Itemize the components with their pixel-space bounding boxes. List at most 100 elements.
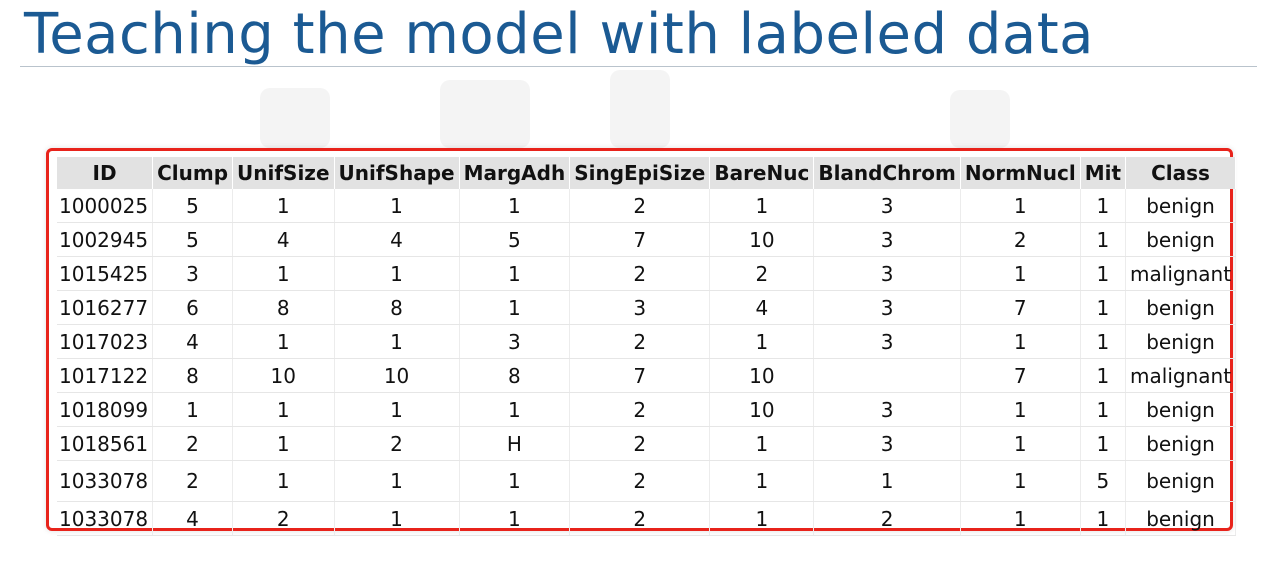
table-cell: 1 [459,290,571,325]
table-cell: 1 [459,189,571,223]
table-row: 1018561 2 1 2 H 2 1 3 1 1 benign [57,426,1237,461]
background-decoration [610,70,670,148]
table-cell: 2 [569,460,711,502]
table-cell: 1017023 [57,324,154,359]
table-cell: 10 [232,358,335,393]
background-decoration [950,90,1010,148]
table-cell: benign [1125,324,1237,359]
table-row: 1017122 8 10 10 8 7 10 7 1 malignant [57,358,1237,393]
table-cell: 1015425 [57,256,154,291]
table-cell: 1 [232,460,335,502]
table-cell: H [459,426,571,461]
table-cell: 2 [334,426,460,461]
table-cell: 1 [960,460,1081,502]
table-cell: 1 [334,256,460,291]
table-cell: 1 [232,426,335,461]
table-row: 1000025 5 1 1 1 2 1 3 1 1 benign [57,189,1237,223]
table-cell: 3 [459,324,571,359]
table-cell: 1 [709,324,815,359]
table-cell: 3 [813,426,961,461]
table-cell: 1 [459,460,571,502]
table-row: 1033078 4 2 1 1 2 1 2 1 1 benign [57,501,1237,536]
table-cell: 5 [459,222,571,257]
table-cell: 1000025 [57,189,154,223]
table-cell: 1 [1080,392,1127,427]
table-cell: 2 [569,426,711,461]
table-cell: 5 [152,189,234,223]
table-cell: 7 [960,290,1081,325]
table-cell: 1017122 [57,358,154,393]
column-header-normnucl: NormNucl [960,157,1081,189]
table-cell: 3 [813,324,961,359]
table-cell: 1 [152,392,234,427]
table-cell: 1 [1080,501,1127,536]
table-cell: 1 [709,460,815,502]
table-cell: 1 [960,392,1081,427]
table-cell: 8 [152,358,234,393]
table-cell: 4 [152,324,234,359]
table-cell: 1033078 [57,501,154,536]
table-cell: 1 [232,189,335,223]
table-cell: benign [1125,189,1237,223]
table-row: 1033078 2 1 1 1 2 1 1 1 5 benign [57,460,1237,502]
table-cell: 4 [152,501,234,536]
table-cell: 1016277 [57,290,154,325]
table-cell: 1018099 [57,392,154,427]
table-cell: 2 [960,222,1081,257]
background-decoration [260,88,330,148]
table-cell: 1 [960,189,1081,223]
table-cell: 2 [569,501,711,536]
table-row: 1017023 4 1 1 3 2 1 3 1 1 benign [57,324,1237,359]
table-cell: 1 [232,324,335,359]
table-cell: 1 [1080,256,1127,291]
table-cell: 1 [334,189,460,223]
table-cell: benign [1125,290,1237,325]
table-cell: 7 [569,222,711,257]
table-cell: 3 [152,256,234,291]
table-cell: 2 [569,256,711,291]
table-cell: 10 [709,222,815,257]
table-cell: 3 [813,290,961,325]
table-cell: 2 [152,460,234,502]
column-header-class: Class [1125,157,1237,189]
table-row: 1016277 6 8 8 1 3 4 3 7 1 benign [57,290,1237,325]
table-cell: benign [1125,426,1237,461]
table-cell: 1 [709,189,815,223]
table-cell: 1 [334,324,460,359]
table-cell: 1 [459,256,571,291]
table-cell [813,358,961,393]
table-cell: benign [1125,222,1237,257]
table-cell: 3 [813,392,961,427]
data-table: ID Clump UnifSize UnifShape MargAdh Sing… [57,157,1237,536]
table-cell: benign [1125,392,1237,427]
slide-title: Teaching the model with labeled data [24,2,1094,67]
background-decoration [440,80,530,148]
highlighted-table-frame: ID Clump UnifSize UnifShape MargAdh Sing… [46,148,1237,536]
table-cell: 2 [569,324,711,359]
table-cell: 1 [459,501,571,536]
table-cell: 1 [960,324,1081,359]
table-cell: 1 [1080,324,1127,359]
table-cell: 1 [1080,358,1127,393]
table-cell: 1002945 [57,222,154,257]
table-cell: 1018561 [57,426,154,461]
table-cell: 3 [813,189,961,223]
table-cell: 7 [960,358,1081,393]
table-cell: benign [1125,460,1237,502]
table-cell: 2 [813,501,961,536]
table-cell: benign [1125,501,1237,536]
table-header-row: ID Clump UnifSize UnifShape MargAdh Sing… [57,157,1237,189]
table-cell: 10 [334,358,460,393]
table-cell: 1 [813,460,961,502]
table-cell: 8 [232,290,335,325]
table-cell: 1 [1080,189,1127,223]
table-cell: 1 [334,460,460,502]
table-cell: 10 [709,392,815,427]
column-header-singepisize: SingEpiSize [569,157,711,189]
column-header-clump: Clump [152,157,234,189]
table-row: 1002945 5 4 4 5 7 10 3 2 1 benign [57,222,1237,257]
column-header-blandchrom: BlandChrom [813,157,961,189]
table-cell: 7 [569,358,711,393]
table-cell: 2 [152,426,234,461]
table-cell: 1 [459,392,571,427]
